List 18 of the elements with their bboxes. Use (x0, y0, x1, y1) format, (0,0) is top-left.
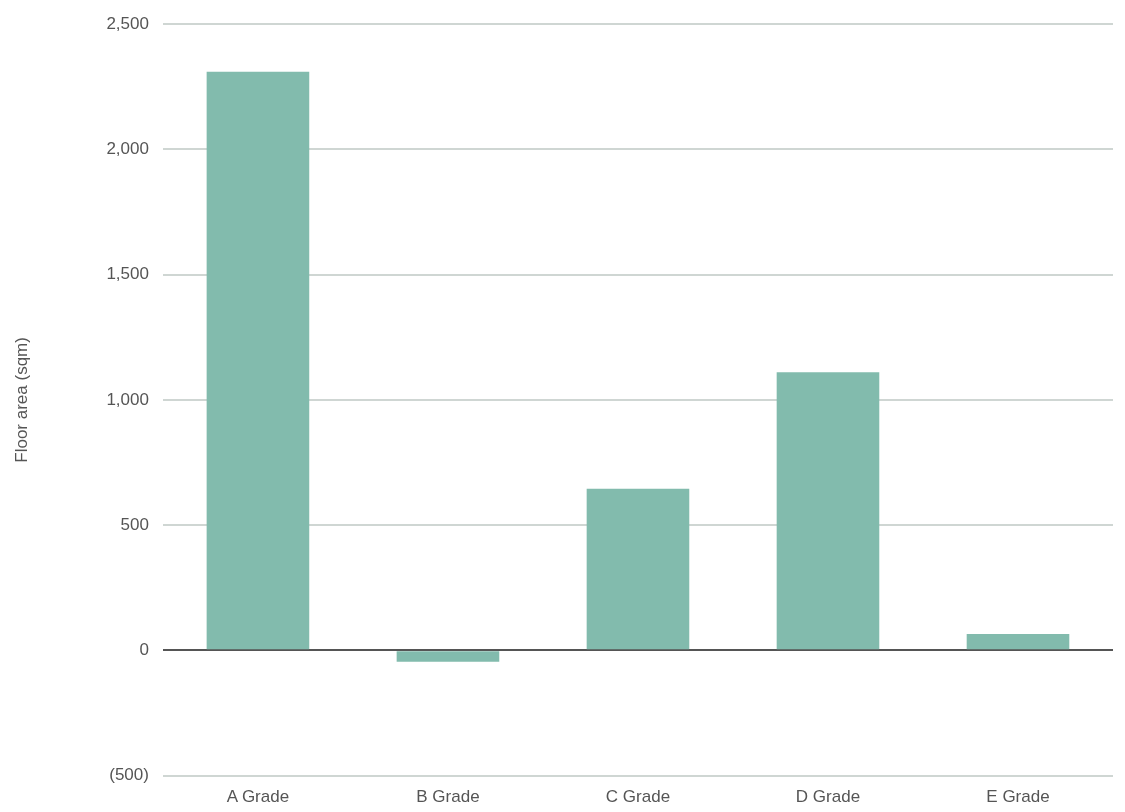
y-tick-label: 500 (120, 514, 149, 534)
y-tick-label: 1,000 (106, 389, 149, 409)
x-tick-label: A Grade (226, 787, 290, 807)
y-tick-label: 2,500 (106, 13, 149, 33)
x-tick-label: B Grade (416, 787, 480, 807)
bar (776, 372, 880, 650)
x-tick-label: C Grade (605, 787, 671, 807)
x-tick-label: D Grade (795, 787, 861, 807)
bar (206, 71, 310, 650)
y-tick-label: (500) (109, 765, 149, 785)
bar (396, 651, 500, 662)
y-axis-title: Floor area (sqm) (11, 337, 31, 463)
y-tick-label: 2,000 (106, 139, 149, 159)
bar (966, 634, 1070, 650)
x-tick-label: E Grade (986, 787, 1050, 807)
y-tick-label: 0 (139, 640, 149, 660)
bar (586, 488, 690, 650)
y-tick-label: 1,500 (106, 264, 149, 284)
